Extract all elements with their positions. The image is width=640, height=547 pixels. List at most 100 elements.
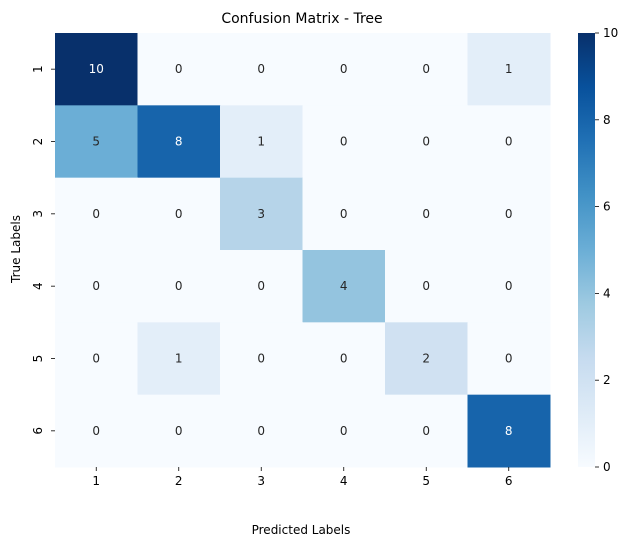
heatmap-cell — [220, 322, 303, 396]
heatmap-cell — [385, 177, 468, 251]
heatmap-cell — [137, 250, 221, 323]
heatmap-cell — [55, 177, 138, 251]
heatmap-cell — [467, 105, 551, 179]
cell-value-label: 0 — [340, 424, 348, 438]
cell-value-label: 0 — [175, 62, 183, 76]
heatmap-cell — [220, 177, 303, 251]
heatmap-cell — [385, 250, 468, 323]
y-tick-label: 4 — [31, 282, 45, 290]
y-axis-ticks: 1 2 3 4 5 6 — [31, 65, 55, 435]
heatmap-cell — [220, 394, 303, 468]
y-tick-label: 1 — [31, 65, 45, 73]
cell-value-label: 0 — [422, 62, 430, 76]
heatmap-cell — [467, 394, 551, 468]
cell-value-label: 0 — [422, 424, 430, 438]
cell-value-label: 0 — [257, 424, 265, 438]
heatmap-cell — [467, 322, 551, 396]
cell-value-label: 4 — [340, 279, 348, 293]
cell-value-label: 2 — [422, 352, 430, 366]
cell-value-label: 0 — [92, 279, 100, 293]
cell-value-label: 0 — [340, 135, 348, 149]
heatmap-cell — [55, 105, 138, 179]
heatmap-cell — [137, 394, 221, 468]
heatmap-cell — [302, 250, 386, 323]
heatmap-cell — [220, 33, 303, 106]
heatmap-cell — [137, 105, 221, 179]
colorbar-tick-label: 6 — [603, 200, 611, 214]
heatmap-cell — [137, 322, 221, 396]
heatmap-cells — [55, 33, 551, 468]
cell-value-label: 0 — [422, 135, 430, 149]
cell-value-label: 3 — [257, 207, 265, 221]
cell-value-label: 0 — [505, 352, 513, 366]
y-tick-label: 6 — [31, 427, 45, 435]
heatmap-cell — [302, 322, 386, 396]
heatmap-cell — [55, 33, 138, 106]
heatmap-cell — [467, 250, 551, 323]
heatmap-cell — [55, 394, 138, 468]
chart-title: Confusion Matrix - Tree — [221, 11, 382, 27]
heatmap-cell — [137, 177, 221, 251]
colorbar-tick-label: 10 — [603, 26, 618, 40]
cell-value-label: 0 — [505, 207, 513, 221]
y-axis-label: True Labels — [9, 215, 23, 284]
cell-value-label: 0 — [175, 424, 183, 438]
heatmap-cell — [467, 33, 551, 106]
cell-value-label: 0 — [257, 279, 265, 293]
colorbar-tick-label: 0 — [603, 460, 611, 474]
x-tick-label: 2 — [175, 474, 183, 488]
cell-value-label: 8 — [505, 424, 513, 438]
cell-value-label: 0 — [92, 207, 100, 221]
heatmap-cell — [55, 250, 138, 323]
heatmap-cell — [302, 33, 386, 106]
heatmap-cell-labels: 10 0 0 0 0 15 8 1 0 0 00 0 3 0 0 00 0 0 4 0 00 1 0 0 2 00 0 0 0 0 8 — [89, 62, 513, 438]
heatmap-cell — [385, 394, 468, 468]
cell-value-label: 0 — [175, 207, 183, 221]
x-tick-label: 6 — [505, 474, 513, 488]
cell-value-label: 0 — [505, 279, 513, 293]
cell-value-label: 0 — [340, 207, 348, 221]
x-tick-label: 4 — [340, 474, 348, 488]
cell-value-label: 0 — [257, 352, 265, 366]
heatmap-cell — [467, 177, 551, 251]
heatmap-cell — [302, 394, 386, 468]
cell-value-label: 0 — [505, 135, 513, 149]
y-tick-label: 2 — [31, 138, 45, 146]
colorbar-tick-label: 4 — [603, 286, 611, 300]
heatmap-cell — [302, 105, 386, 179]
heatmap-cell — [302, 177, 386, 251]
cell-value-label: 0 — [92, 424, 100, 438]
cell-value-label: 0 — [340, 352, 348, 366]
x-axis-label: Predicted Labels — [252, 523, 351, 537]
heatmap-cell — [385, 105, 468, 179]
cell-value-label: 1 — [505, 62, 513, 76]
heatmap-cell — [385, 322, 468, 396]
cell-value-label: 0 — [175, 279, 183, 293]
x-tick-label: 5 — [422, 474, 430, 488]
heatmap-cell — [220, 105, 303, 179]
cell-value-label: 8 — [175, 135, 183, 149]
colorbar-tick-label: 8 — [603, 113, 611, 127]
x-tick-label: 3 — [257, 474, 265, 488]
x-axis-ticks: 1 2 3 4 5 6 — [92, 467, 513, 488]
heatmap-cell — [137, 33, 221, 106]
x-tick-label: 1 — [92, 474, 100, 488]
colorbar-ticks: 0 2 4 6 8 10 — [595, 26, 618, 474]
cell-value-label: 0 — [340, 62, 348, 76]
cell-value-label: 1 — [175, 352, 183, 366]
cell-value-label: 0 — [422, 207, 430, 221]
y-tick-label: 3 — [31, 210, 45, 218]
colorbar-tick-label: 2 — [603, 373, 611, 387]
cell-value-label: 5 — [92, 135, 100, 149]
heatmap-cell — [55, 322, 138, 396]
y-tick-label: 5 — [31, 355, 45, 363]
cell-value-label: 0 — [92, 352, 100, 366]
heatmap-cell — [385, 33, 468, 106]
cell-value-label: 0 — [257, 62, 265, 76]
cell-value-label: 1 — [257, 135, 265, 149]
cell-value-label: 0 — [422, 279, 430, 293]
colorbar — [578, 33, 595, 467]
heatmap-cell — [220, 250, 303, 323]
cell-value-label: 10 — [89, 62, 104, 76]
